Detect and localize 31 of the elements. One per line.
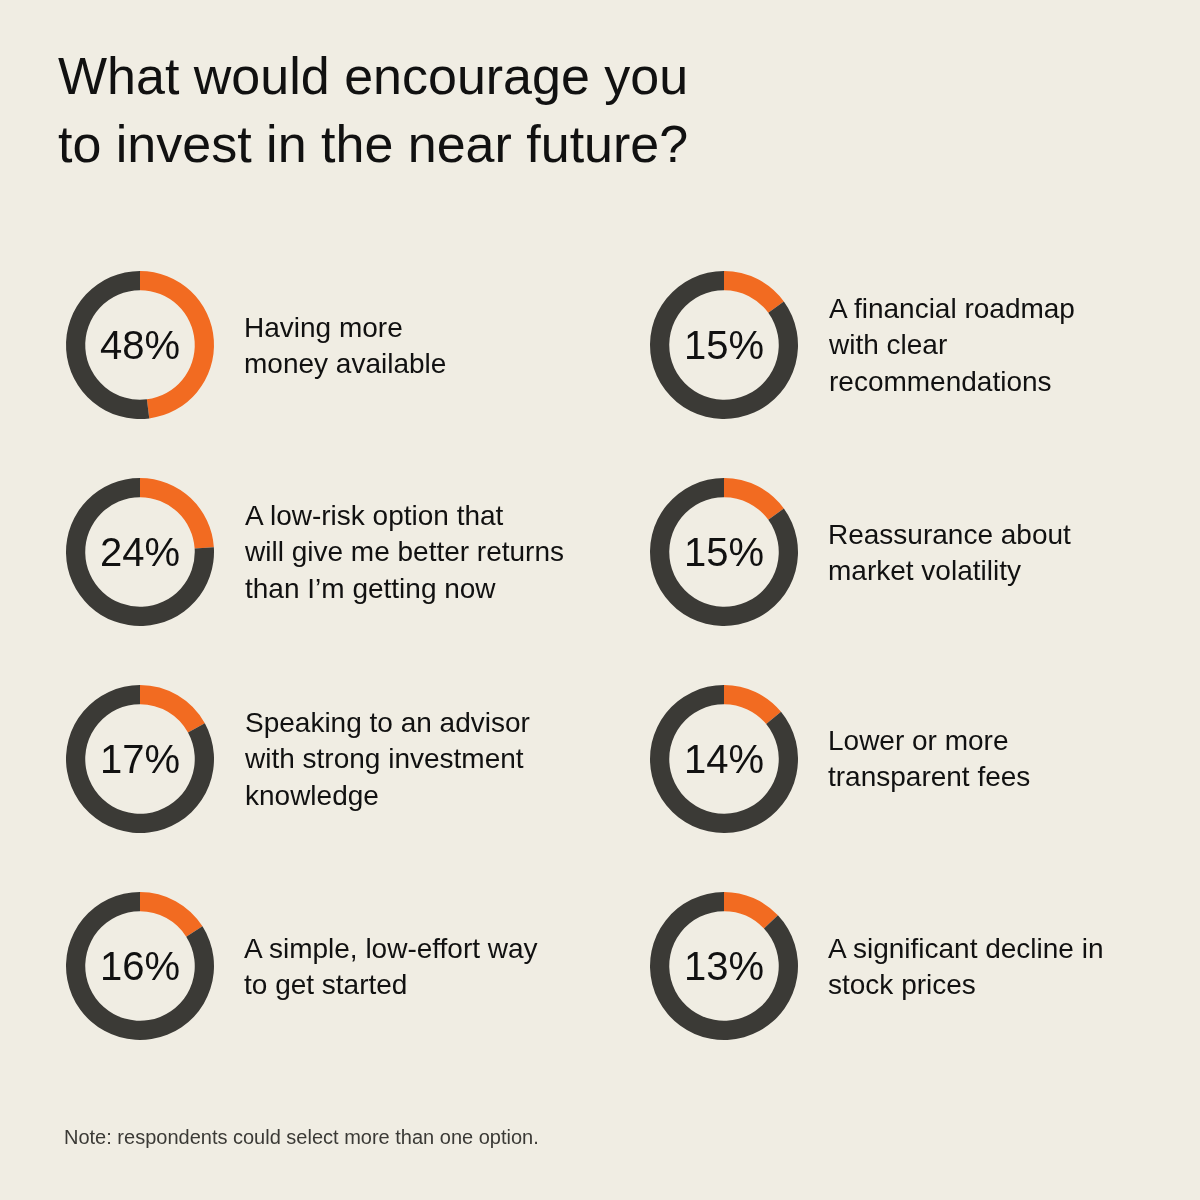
text: Note: respondents could select more than one option. (64, 1126, 539, 1148)
donut-slice (140, 685, 205, 733)
text: 15% (684, 530, 765, 574)
text: 14% (684, 737, 765, 781)
text: 24% (100, 530, 181, 574)
donut-slice (724, 685, 782, 725)
donut-slice (650, 685, 798, 833)
text: 16% (100, 944, 181, 988)
donut-slice (724, 892, 778, 929)
text: Reassurance about market volatility (828, 519, 1072, 587)
text: A simple, low-effort way to get started (244, 933, 538, 1001)
text: A financial roadmap with clear recommendations (828, 293, 1075, 397)
donut-slice (66, 478, 214, 626)
text: Having more money available (244, 312, 447, 380)
donut-slice (724, 478, 784, 520)
text: A low-risk option that will give me better returns than I’m getting now (244, 500, 565, 604)
donut-slice (724, 271, 784, 313)
text: Speaking to an advisor with strong investment knowledge (244, 707, 530, 811)
text: 17% (100, 737, 181, 781)
donut-slice (140, 892, 203, 937)
donut-slice (66, 685, 214, 833)
text: 15% (684, 323, 765, 367)
text: Lower or more transparent fees (828, 725, 1031, 793)
text: 48% (100, 323, 181, 367)
donut-slice (650, 892, 798, 1040)
donut-slice (650, 271, 798, 419)
donut-slice (650, 478, 798, 626)
text: What would encourage you to invest in the near future? (58, 47, 689, 173)
text: 13% (684, 944, 765, 988)
donut-slice (66, 892, 214, 1040)
text: A significant decline in stock prices (828, 933, 1104, 1001)
